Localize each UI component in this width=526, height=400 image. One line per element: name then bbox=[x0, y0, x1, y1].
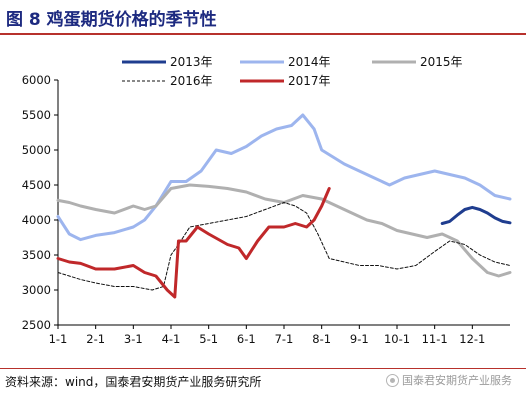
x-tick-label: 8-1 bbox=[312, 332, 331, 346]
x-tick-label: 6-1 bbox=[237, 332, 256, 346]
x-tick-label: 7-1 bbox=[275, 332, 294, 346]
legend-label: 2016年 bbox=[170, 74, 213, 88]
legend: 2013年 2014年 2015年 2016年 2017年 bbox=[122, 55, 463, 88]
series-line-2014年 bbox=[56, 113, 512, 242]
watermark-text: 国泰君安期货产业服务 bbox=[402, 374, 512, 387]
watermark: 国泰君安期货产业服务 bbox=[386, 372, 512, 388]
legend-label: 2014年 bbox=[288, 55, 331, 69]
source-divider bbox=[0, 368, 526, 369]
y-tick-label: 5500 bbox=[22, 108, 51, 122]
watermark-logo-icon bbox=[386, 373, 399, 387]
axes: 2500 3000 3500 4000 4500 5000 5500 6000 1-1 2-1 3-… bbox=[22, 73, 510, 346]
title-divider bbox=[0, 33, 526, 35]
y-tick-label: 3500 bbox=[22, 248, 51, 262]
x-tick-label: 5-1 bbox=[199, 332, 218, 346]
y-tick-label: 4500 bbox=[22, 178, 51, 192]
y-tick-label: 4000 bbox=[22, 213, 51, 227]
x-tick-label: 11-1 bbox=[422, 332, 448, 346]
x-tick-label: 3-1 bbox=[124, 332, 143, 346]
x-tick-label: 1-1 bbox=[49, 332, 68, 346]
y-tick-label: 6000 bbox=[22, 73, 51, 87]
y-tick-label: 3000 bbox=[22, 283, 51, 297]
series-line-2017年 bbox=[56, 187, 331, 299]
x-tick-label: 12-1 bbox=[459, 332, 485, 346]
legend-label: 2013年 bbox=[170, 55, 213, 69]
x-tick-label: 9-1 bbox=[350, 332, 369, 346]
x-tick-label: 4-1 bbox=[162, 332, 181, 346]
legend-label: 2015年 bbox=[420, 55, 463, 69]
series-line-2016年 bbox=[57, 202, 511, 291]
series-lines bbox=[56, 113, 512, 299]
y-tick-label: 2500 bbox=[22, 318, 51, 332]
chart-title: 图 8 鸡蛋期货价格的季节性 bbox=[6, 10, 217, 30]
x-tick-label: 10-1 bbox=[384, 332, 410, 346]
source-note: 资料来源：wind，国泰君安期货产业服务研究所 bbox=[5, 375, 262, 389]
series-line-2015年 bbox=[56, 183, 512, 278]
y-tick-label: 5000 bbox=[22, 143, 51, 157]
legend-label: 2017年 bbox=[288, 74, 331, 88]
x-tick-label: 2-1 bbox=[86, 332, 105, 346]
series-line-2013年 bbox=[440, 205, 512, 225]
